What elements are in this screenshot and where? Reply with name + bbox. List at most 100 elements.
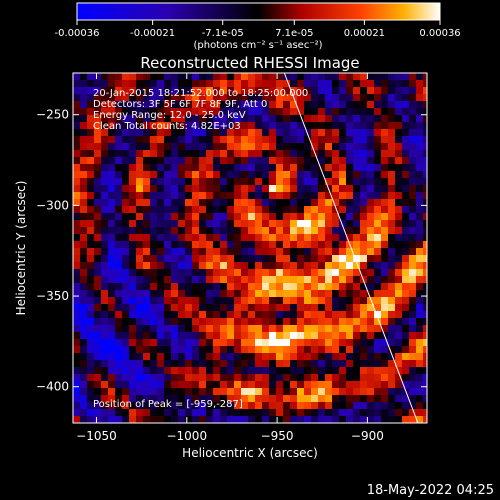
heatmap-cell	[80, 269, 87, 276]
annotation-detectors: Detectors: 3F 5F 6F 7F 8F 9F, Att 0	[93, 99, 267, 110]
heatmap-cell	[101, 416, 108, 423]
heatmap-cell	[213, 94, 220, 101]
heatmap-cell	[339, 262, 346, 269]
heatmap-cell	[192, 269, 199, 276]
heatmap-cell	[150, 332, 157, 339]
heatmap-cell	[199, 374, 206, 381]
heatmap-cell	[416, 192, 423, 199]
heatmap-cell	[80, 150, 87, 157]
heatmap-cell	[73, 94, 80, 101]
heatmap-cell	[87, 94, 94, 101]
heatmap-cell	[262, 157, 269, 164]
heatmap-cell	[311, 199, 318, 206]
heatmap-cell	[276, 101, 283, 108]
heatmap-cell	[206, 255, 213, 262]
heatmap-cell	[325, 101, 332, 108]
heatmap-cell	[423, 416, 427, 423]
heatmap-cell	[227, 150, 234, 157]
heatmap-cell	[367, 269, 374, 276]
heatmap-cell	[409, 311, 416, 318]
heatmap-cell	[297, 101, 304, 108]
heatmap-cell	[402, 374, 409, 381]
heatmap-cell	[290, 101, 297, 108]
heatmap-cell	[101, 171, 108, 178]
heatmap-cell	[185, 115, 192, 122]
heatmap-cell	[94, 157, 101, 164]
heatmap-cell	[374, 171, 381, 178]
heatmap-cell	[283, 402, 290, 409]
heatmap-cell	[234, 388, 241, 395]
heatmap-cell	[353, 353, 360, 360]
heatmap-cell	[136, 269, 143, 276]
heatmap-cell	[164, 157, 171, 164]
heatmap-cell	[213, 304, 220, 311]
heatmap-cell	[94, 199, 101, 206]
heatmap-cell	[157, 276, 164, 283]
heatmap-cell	[353, 122, 360, 129]
heatmap-cell	[157, 374, 164, 381]
heatmap-cell	[234, 353, 241, 360]
heatmap-cell	[73, 248, 80, 255]
heatmap-cell	[192, 325, 199, 332]
heatmap-cell	[206, 150, 213, 157]
heatmap-cell	[101, 199, 108, 206]
heatmap-cell	[178, 157, 185, 164]
heatmap-cell	[199, 178, 206, 185]
heatmap-cell	[409, 346, 416, 353]
heatmap-cell	[206, 220, 213, 227]
heatmap-cell	[192, 227, 199, 234]
heatmap-cell	[171, 339, 178, 346]
heatmap-cell	[220, 108, 227, 115]
heatmap-cell	[374, 143, 381, 150]
heatmap-cell	[94, 416, 101, 423]
heatmap-cell	[276, 94, 283, 101]
heatmap-cell	[178, 150, 185, 157]
heatmap-cell	[164, 150, 171, 157]
heatmap-cell	[87, 122, 94, 129]
heatmap-cell	[297, 136, 304, 143]
heatmap-cell	[178, 129, 185, 136]
heatmap-cell	[220, 150, 227, 157]
heatmap-cell	[192, 143, 199, 150]
heatmap-cell	[73, 304, 80, 311]
heatmap-cell	[409, 80, 416, 87]
heatmap-cell	[255, 234, 262, 241]
heatmap-cell	[276, 241, 283, 248]
heatmap-cell	[360, 402, 367, 409]
heatmap-cell	[227, 143, 234, 150]
heatmap-cell	[346, 262, 353, 269]
heatmap-cell	[80, 339, 87, 346]
heatmap-cell	[73, 171, 80, 178]
heatmap-cell	[206, 129, 213, 136]
heatmap-cell	[234, 416, 241, 423]
heatmap-cell	[101, 367, 108, 374]
heatmap-cell	[73, 325, 80, 332]
heatmap-cell	[332, 87, 339, 94]
heatmap-cell	[80, 234, 87, 241]
heatmap-cell	[395, 402, 402, 409]
heatmap-cell	[108, 339, 115, 346]
heatmap-cell	[94, 311, 101, 318]
heatmap-cell	[199, 346, 206, 353]
heatmap-cell	[220, 297, 227, 304]
heatmap-cell	[108, 346, 115, 353]
heatmap-cell	[290, 185, 297, 192]
heatmap-cell	[129, 395, 136, 402]
heatmap-cell	[87, 367, 94, 374]
heatmap-cell	[241, 290, 248, 297]
heatmap-cell	[129, 122, 136, 129]
heatmap-cell	[115, 374, 122, 381]
heatmap-cell	[402, 353, 409, 360]
heatmap-cell	[353, 234, 360, 241]
heatmap-cell	[318, 311, 325, 318]
heatmap-cell	[255, 73, 262, 80]
heatmap-cell	[360, 381, 367, 388]
heatmap-cell	[101, 360, 108, 367]
heatmap-cell	[73, 80, 80, 87]
heatmap-cell	[157, 248, 164, 255]
heatmap-cell	[332, 332, 339, 339]
heatmap-cell	[367, 227, 374, 234]
heatmap-cell	[73, 255, 80, 262]
heatmap-cell	[143, 269, 150, 276]
heatmap-cell	[388, 269, 395, 276]
